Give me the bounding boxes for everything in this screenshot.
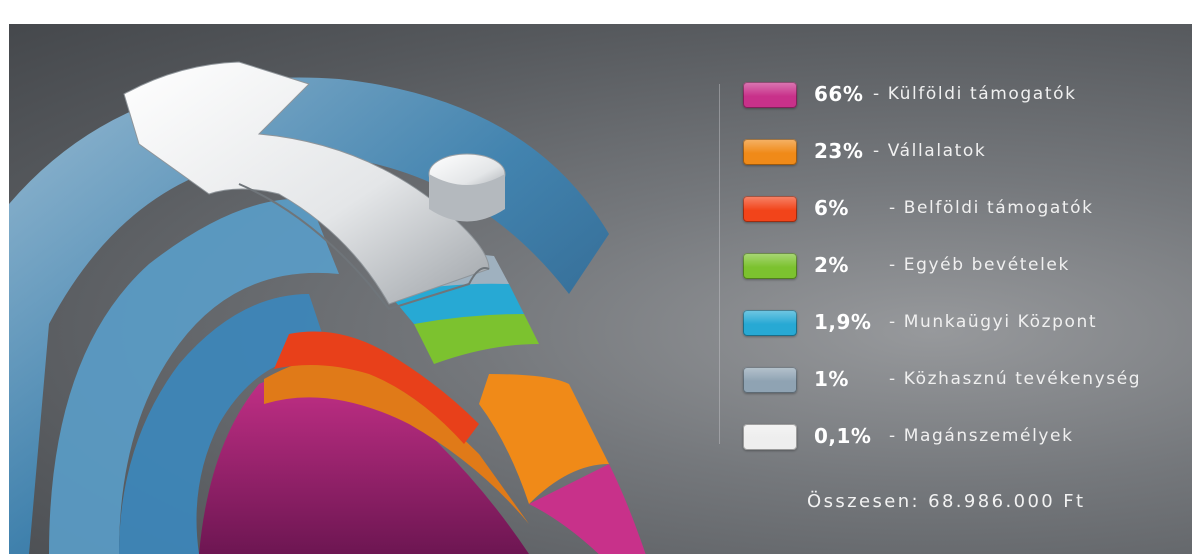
legend-percent: 1,9% (814, 310, 872, 334)
magenta-wedge (199, 364, 529, 554)
arc-green (414, 312, 539, 364)
orange-wedge (264, 358, 529, 524)
legend-percent: 23% (814, 139, 864, 163)
silver-cylinder-side (429, 174, 505, 222)
legend-swatch (743, 367, 797, 393)
silver-beam-front (238, 183, 490, 311)
legend-label: - Vállalatok (873, 141, 987, 161)
legend-swatch (743, 310, 797, 336)
legend-label: - Közhasznú tevékenység (889, 369, 1142, 389)
legend-swatch (743, 196, 797, 222)
legend-label: - Belföldi támogatók (889, 198, 1094, 218)
chart-graphic (9, 61, 646, 554)
mid-ring (49, 198, 339, 554)
arc-orange (479, 374, 609, 504)
legend-percent: 6% (814, 196, 849, 220)
inner-ring (119, 294, 329, 554)
total-label: Összesen: 68.986.000 Ft (807, 491, 1086, 512)
legend-label: - Külföldi támogatók (873, 84, 1077, 104)
legend-percent: 66% (814, 82, 864, 106)
legend-divider (719, 84, 720, 444)
legend-percent: 1% (814, 367, 849, 391)
legend-swatch (743, 424, 797, 450)
arc-cyan (389, 282, 524, 324)
legend-swatch (743, 139, 797, 165)
legend-label: - Magánszemélyek (889, 426, 1074, 446)
silver-beam (123, 61, 490, 305)
legend-swatch (743, 253, 797, 279)
red-wedge (274, 331, 479, 444)
chart-panel: 66% - Külföldi támogatók 23% - Vállalatok 6%… (9, 24, 1192, 554)
legend-swatch (743, 82, 797, 108)
legend-label: - Egyéb bevételek (889, 255, 1070, 275)
legend-percent: 2% (814, 253, 849, 277)
arc-magenta (529, 464, 646, 554)
legend-percent: 0,1% (814, 424, 872, 448)
legend-label: - Munkaügyi Központ (889, 312, 1098, 332)
